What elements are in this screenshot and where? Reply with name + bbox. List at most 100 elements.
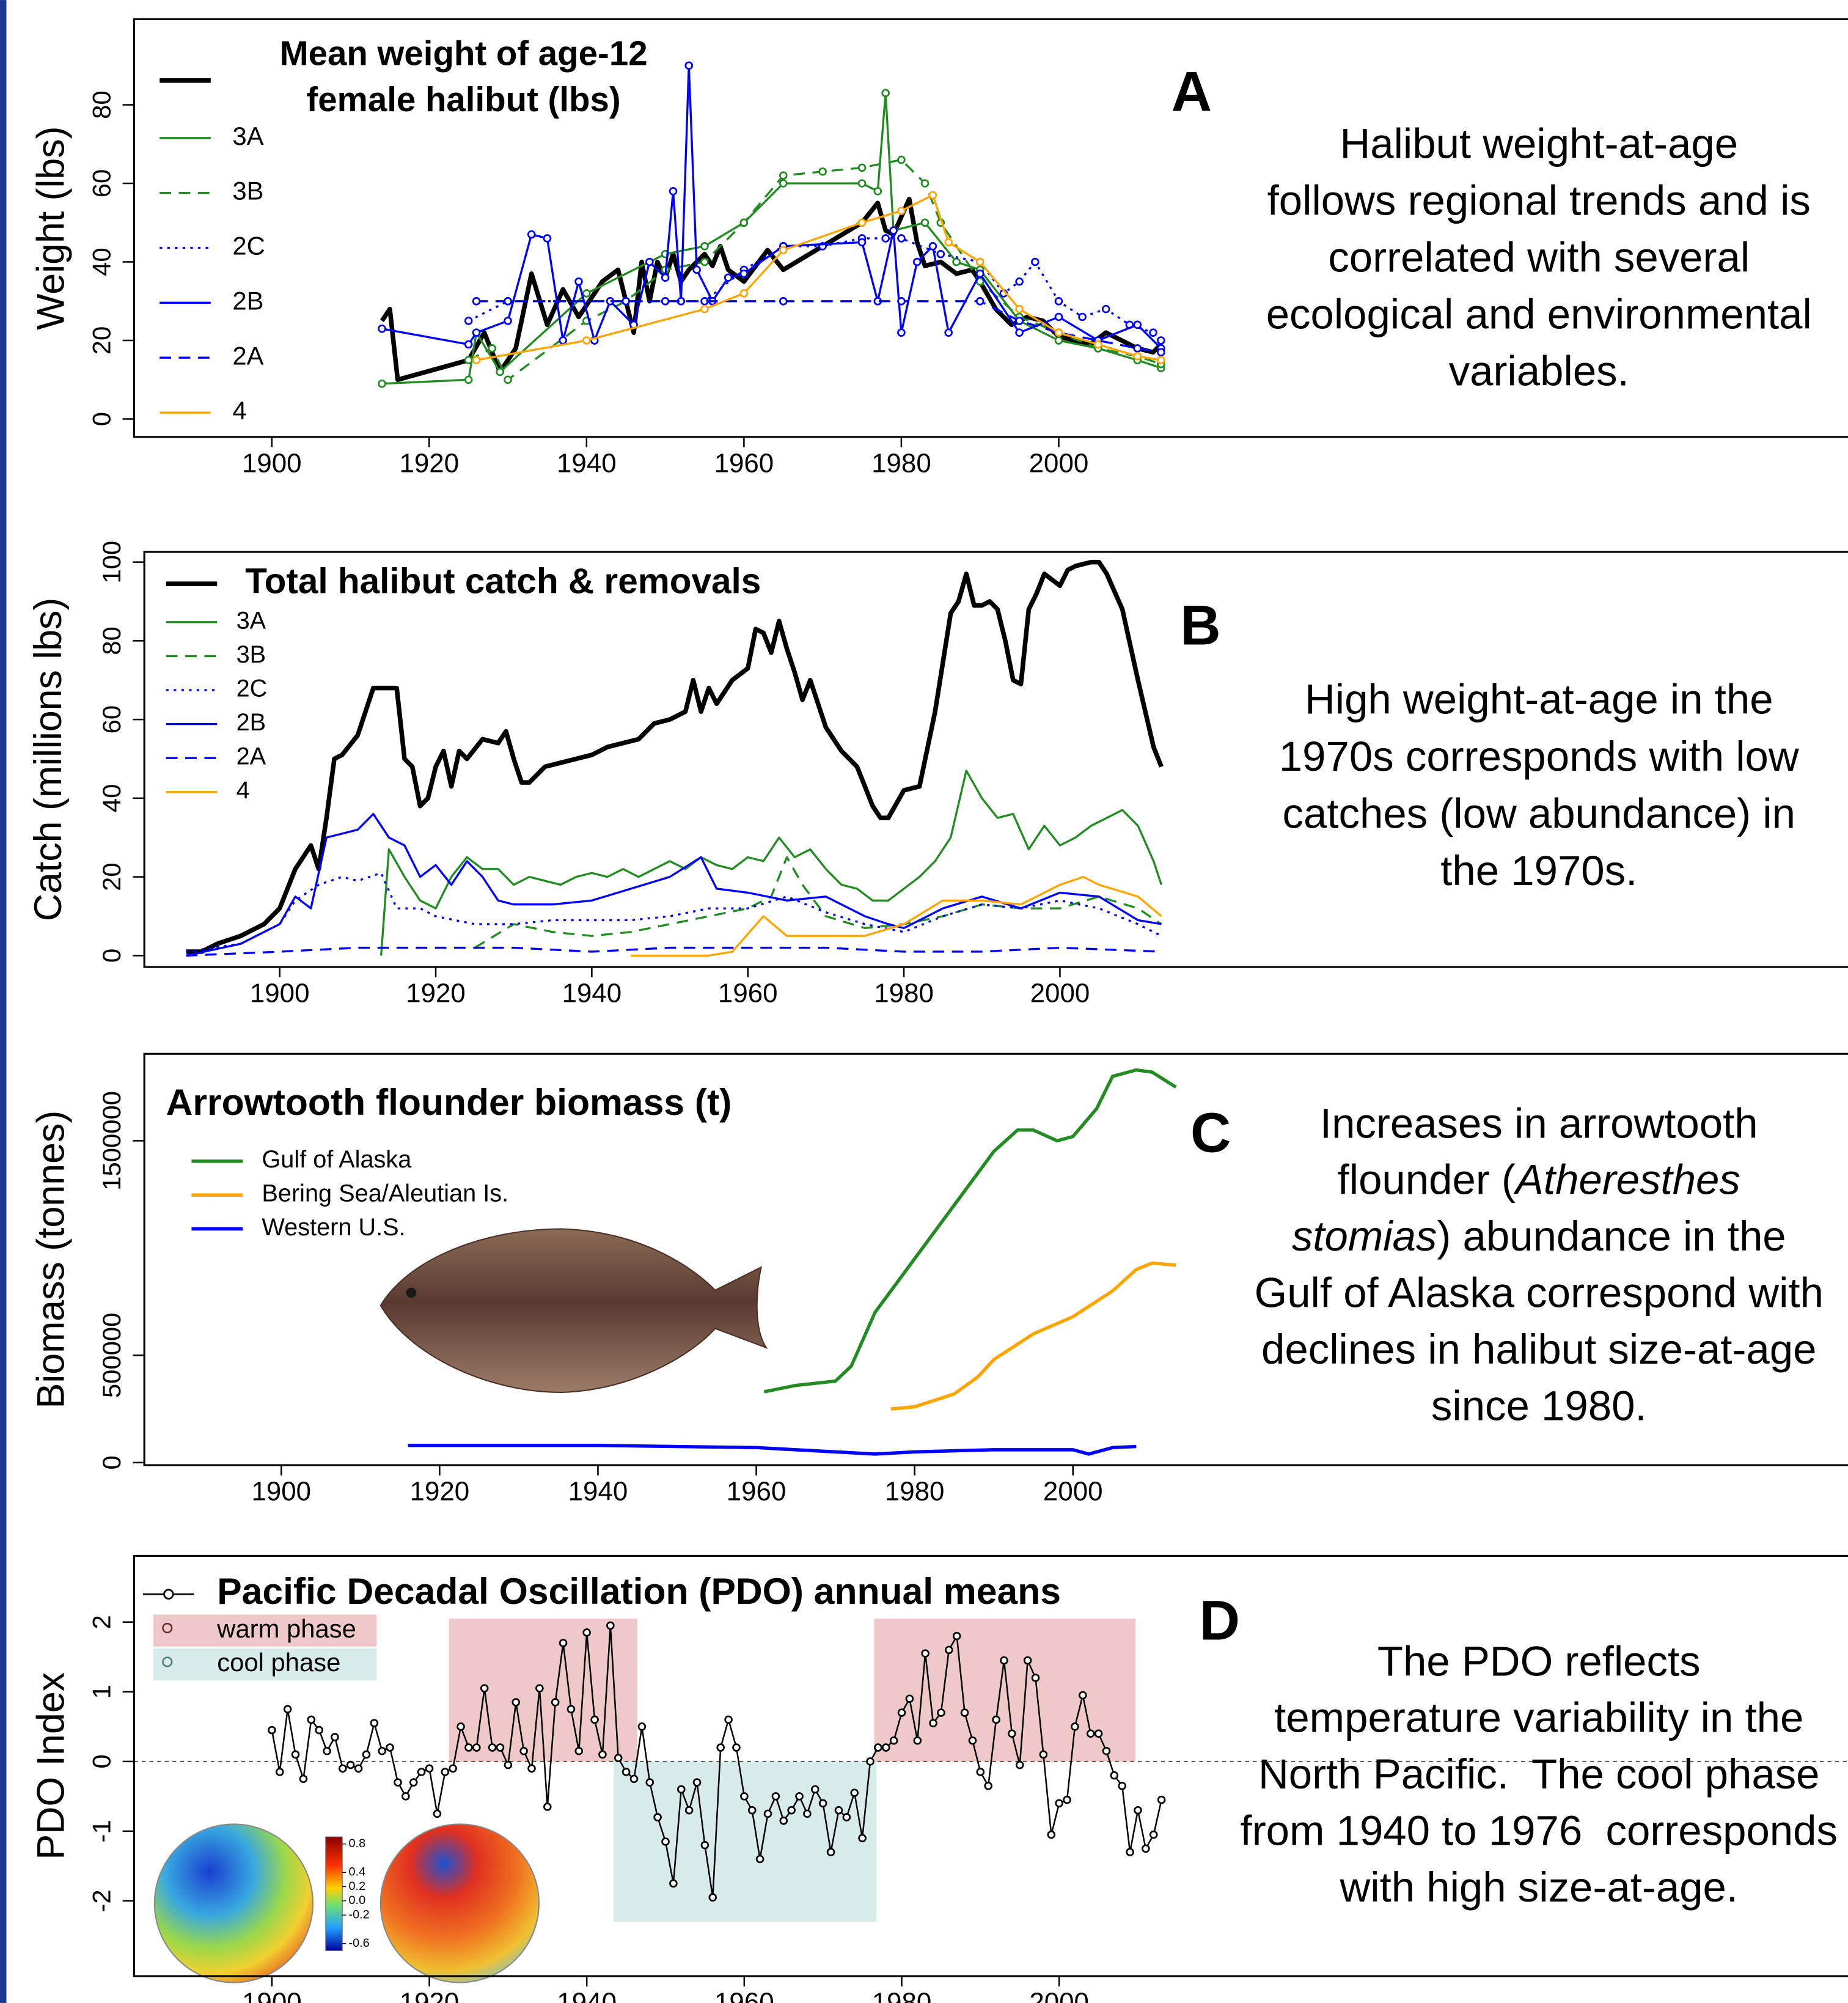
point	[505, 1762, 512, 1768]
point	[1157, 349, 1164, 356]
caption-text: ) abundance in the	[1437, 1213, 1786, 1260]
point	[710, 1894, 716, 1901]
point	[702, 243, 708, 249]
point	[1134, 353, 1141, 359]
y-tick-label: 20	[87, 326, 116, 355]
y-tick-label: 40	[87, 248, 116, 276]
point	[615, 1755, 622, 1762]
legend-label: 4	[232, 396, 246, 425]
point	[1008, 1730, 1015, 1737]
point	[379, 325, 386, 332]
point	[324, 1748, 331, 1754]
point	[402, 1793, 409, 1799]
point	[347, 1762, 354, 1768]
point	[1056, 1800, 1063, 1807]
point	[741, 219, 747, 226]
point	[835, 1807, 842, 1814]
point	[473, 298, 480, 304]
point	[513, 1699, 519, 1706]
point	[1055, 298, 1062, 304]
caption-line: follows regional trends and is	[1267, 177, 1811, 224]
point	[308, 1716, 315, 1723]
y-tick-label: 0	[97, 949, 126, 963]
point	[922, 180, 928, 187]
legend-label: cool phase	[217, 1648, 340, 1677]
point	[560, 1640, 566, 1647]
x-tick-label: 1960	[714, 448, 774, 478]
legend-label: warm phase	[216, 1614, 356, 1643]
point	[544, 235, 551, 242]
point	[576, 1748, 582, 1754]
point	[505, 298, 512, 304]
x-tick-label: 2000	[1029, 448, 1089, 478]
point	[977, 1769, 984, 1776]
point	[1095, 1730, 1102, 1737]
colorbar-tick-label: 0.8	[349, 1837, 366, 1850]
point	[796, 1793, 803, 1799]
point	[1087, 1730, 1094, 1737]
caption-text: stomias	[1292, 1213, 1437, 1260]
point	[977, 270, 983, 277]
point	[820, 168, 826, 175]
point	[1135, 1807, 1142, 1814]
y-tick-label: 80	[97, 627, 126, 655]
point	[568, 1706, 574, 1713]
point	[1134, 322, 1141, 328]
point	[473, 1744, 480, 1751]
y-tick-label: 500000	[97, 1313, 126, 1398]
point	[678, 1786, 684, 1793]
point	[749, 1807, 755, 1814]
x-tick-label: 1900	[242, 448, 302, 478]
y-tick-label: 20	[97, 862, 126, 891]
y-axis-label: Biomass (tonnes)	[29, 1111, 72, 1409]
point	[898, 156, 904, 163]
point	[1064, 1796, 1071, 1803]
y-axis-label: Weight (lbs)	[29, 126, 72, 329]
x-tick-label: 2000	[1029, 1988, 1089, 2003]
point	[898, 298, 904, 304]
point	[772, 1793, 779, 1799]
x-tick-label: 2000	[1030, 979, 1090, 1009]
caption-line: since 1980.	[1431, 1382, 1647, 1429]
point	[410, 1779, 417, 1786]
point	[867, 1758, 874, 1765]
point	[1111, 1772, 1118, 1779]
point	[851, 1790, 858, 1796]
y-tick-label: 0	[87, 412, 116, 426]
point	[647, 1779, 653, 1786]
point	[466, 1744, 472, 1751]
point	[623, 1769, 629, 1776]
point	[363, 1751, 370, 1758]
point	[937, 251, 944, 257]
point	[702, 306, 708, 312]
point	[780, 172, 787, 179]
point	[820, 1800, 826, 1807]
point	[670, 1880, 676, 1887]
caption-line: The PDO reflects	[1377, 1637, 1701, 1685]
point	[702, 259, 708, 265]
legend-title-box: Mean weight of age-12 female halibut (lb…	[233, 31, 693, 133]
x-tick-label: 1980	[885, 1477, 945, 1507]
point	[662, 1839, 669, 1845]
point	[733, 1744, 740, 1751]
legend-label: Gulf of Alaska	[262, 1146, 412, 1173]
point	[465, 341, 472, 348]
y-tick-label: 100	[97, 541, 126, 584]
point	[757, 1856, 763, 1862]
y-tick-label: 1500000	[97, 1091, 126, 1191]
point	[1048, 1831, 1055, 1838]
x-tick-label: 1980	[874, 979, 934, 1009]
x-tick-label: 1900	[250, 979, 310, 1009]
caption-line: North Pacific. The cool phase	[1258, 1751, 1820, 1798]
x-tick-label: 1920	[400, 448, 460, 478]
x-tick-label: 1920	[410, 1477, 470, 1507]
point	[521, 1748, 527, 1754]
point	[1016, 306, 1023, 312]
point	[859, 164, 865, 171]
x-tick-label: 2000	[1043, 1477, 1103, 1507]
point	[481, 1685, 488, 1692]
point	[922, 219, 928, 226]
point	[497, 369, 504, 375]
point	[780, 180, 787, 187]
point	[898, 235, 904, 242]
